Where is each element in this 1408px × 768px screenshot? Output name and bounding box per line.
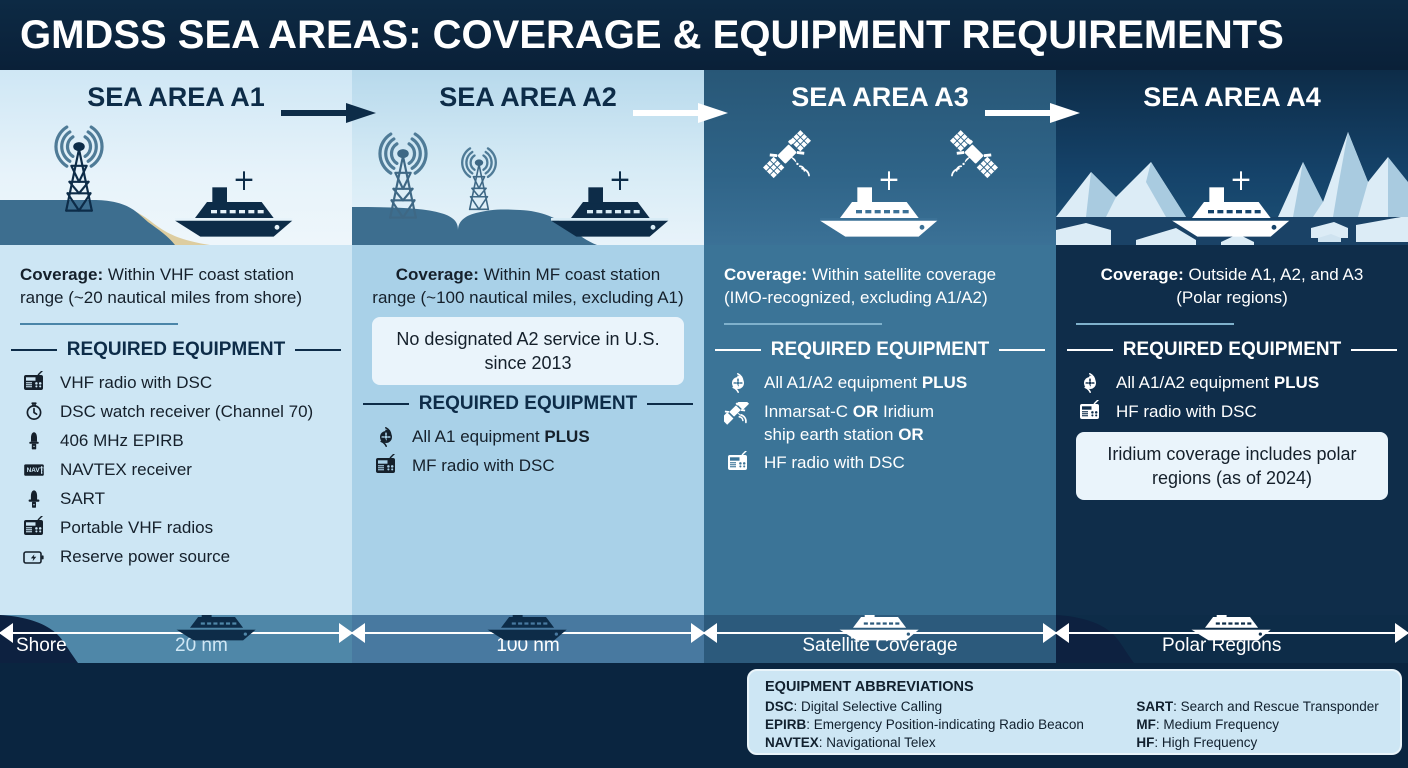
svg-text:NAVTEX: NAVTEX bbox=[27, 467, 48, 474]
